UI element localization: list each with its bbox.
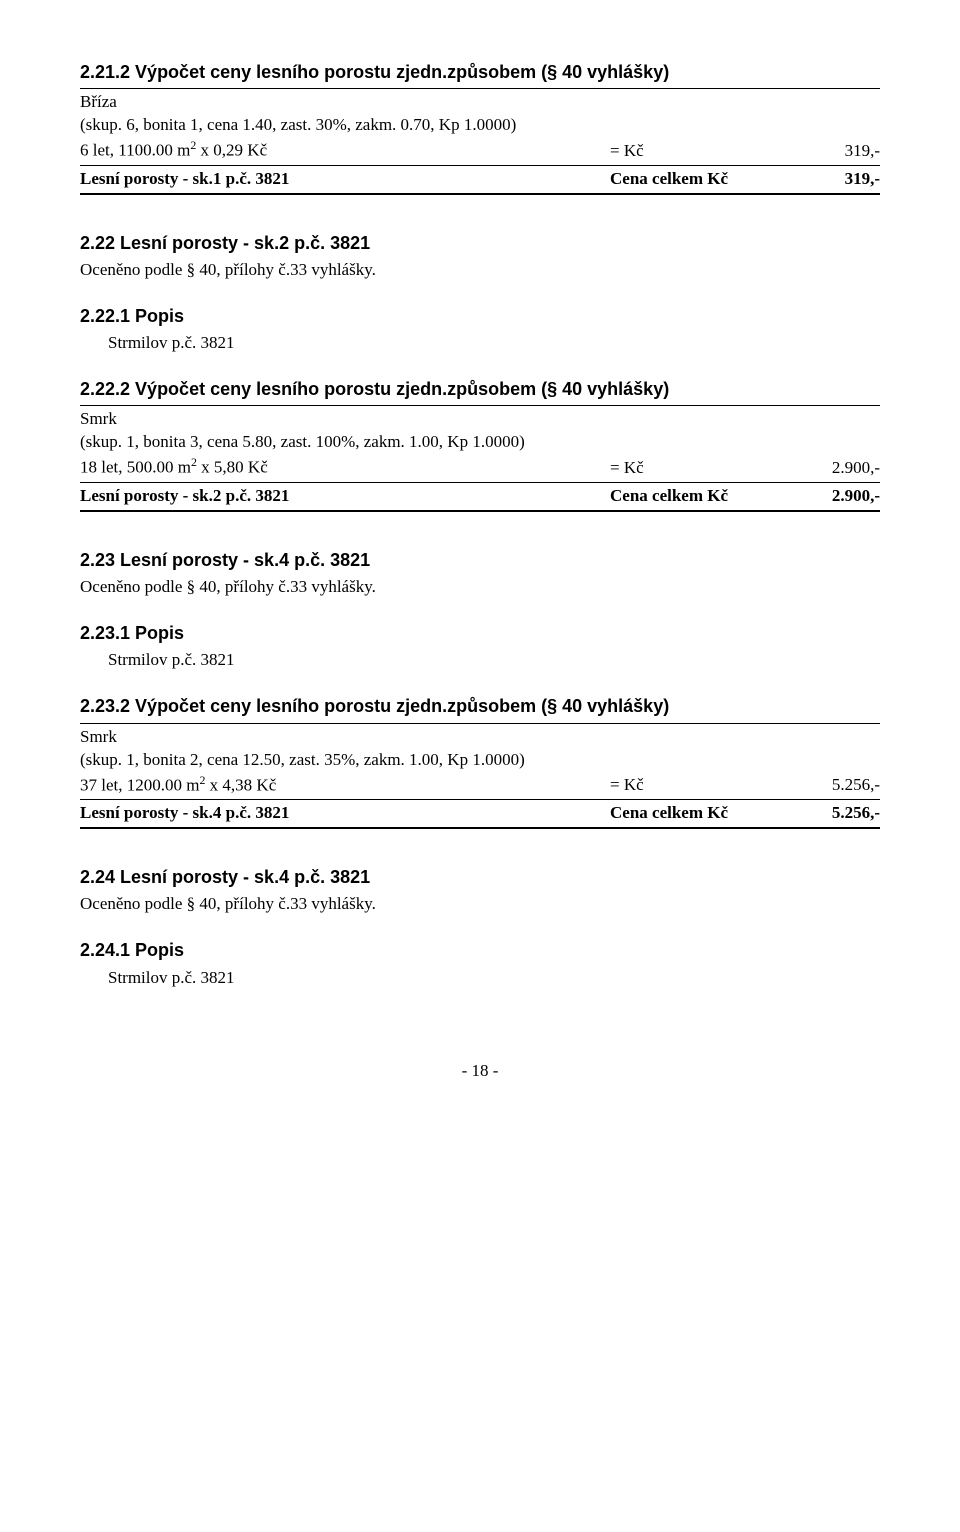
section-sub: Oceněno podle § 40, přílohy č.33 vyhlášk… xyxy=(80,259,880,282)
rule xyxy=(80,827,880,829)
calc-heading: 2.22.2 Výpočet ceny lesního porostu zjed… xyxy=(80,377,880,401)
total-mid: Cena celkem Kč xyxy=(610,802,780,825)
rule xyxy=(80,482,880,483)
total-val: 319,- xyxy=(780,168,880,191)
rule xyxy=(80,799,880,800)
calc-heading: 2.23.2 Výpočet ceny lesního porostu zjed… xyxy=(80,694,880,718)
rule xyxy=(80,510,880,512)
calc-eq: = Kč xyxy=(610,457,780,480)
section-heading: 2.23 Lesní porosty - sk.4 p.č. 3821 xyxy=(80,548,880,572)
rule xyxy=(80,405,880,406)
total-row: Lesní porosty - sk.2 p.č. 3821 Cena celk… xyxy=(80,485,880,508)
popis-text: Strmilov p.č. 3821 xyxy=(80,649,880,672)
popis-text: Strmilov p.č. 3821 xyxy=(80,967,880,990)
calc-val: 2.900,- xyxy=(780,457,880,480)
species: Smrk xyxy=(80,408,880,431)
popis-heading: 2.24.1 Popis xyxy=(80,938,880,962)
popis-text: Strmilov p.č. 3821 xyxy=(80,332,880,355)
calc-val: 319,- xyxy=(780,140,880,163)
total-left: Lesní porosty - sk.4 p.č. 3821 xyxy=(80,802,610,825)
total-row: Lesní porosty - sk.1 p.č. 3821 Cena celk… xyxy=(80,168,880,191)
section-heading: 2.24 Lesní porosty - sk.4 p.č. 3821 xyxy=(80,865,880,889)
calc-val: 5.256,- xyxy=(780,774,880,797)
calc-row: 37 let, 1200.00 m2 x 4,38 Kč = Kč 5.256,… xyxy=(80,772,880,798)
page-number: - 18 - xyxy=(80,1060,880,1083)
params: (skup. 1, bonita 2, cena 12.50, zast. 35… xyxy=(80,749,880,772)
params: (skup. 6, bonita 1, cena 1.40, zast. 30%… xyxy=(80,114,880,137)
total-val: 2.900,- xyxy=(780,485,880,508)
total-left: Lesní porosty - sk.2 p.č. 3821 xyxy=(80,485,610,508)
calc-row: 6 let, 1100.00 m2 x 0,29 Kč = Kč 319,- xyxy=(80,137,880,163)
rule xyxy=(80,723,880,724)
rule xyxy=(80,88,880,89)
section-sub: Oceněno podle § 40, přílohy č.33 vyhlášk… xyxy=(80,576,880,599)
calc-left: 37 let, 1200.00 m2 x 4,38 Kč xyxy=(80,772,610,798)
popis-heading: 2.22.1 Popis xyxy=(80,304,880,328)
total-mid: Cena celkem Kč xyxy=(610,168,780,191)
popis-heading: 2.23.1 Popis xyxy=(80,621,880,645)
calc-eq: = Kč xyxy=(610,774,780,797)
rule xyxy=(80,193,880,195)
calc-left: 6 let, 1100.00 m2 x 0,29 Kč xyxy=(80,137,610,163)
params: (skup. 1, bonita 3, cena 5.80, zast. 100… xyxy=(80,431,880,454)
calc-left: 18 let, 500.00 m2 x 5,80 Kč xyxy=(80,454,610,480)
calc-heading: 2.21.2 Výpočet ceny lesního porostu zjed… xyxy=(80,60,880,84)
species: Smrk xyxy=(80,726,880,749)
total-left: Lesní porosty - sk.1 p.č. 3821 xyxy=(80,168,610,191)
calc-row: 18 let, 500.00 m2 x 5,80 Kč = Kč 2.900,- xyxy=(80,454,880,480)
section-heading: 2.22 Lesní porosty - sk.2 p.č. 3821 xyxy=(80,231,880,255)
rule xyxy=(80,165,880,166)
section-sub: Oceněno podle § 40, přílohy č.33 vyhlášk… xyxy=(80,893,880,916)
total-val: 5.256,- xyxy=(780,802,880,825)
species: Bříza xyxy=(80,91,880,114)
calc-eq: = Kč xyxy=(610,140,780,163)
total-mid: Cena celkem Kč xyxy=(610,485,780,508)
total-row: Lesní porosty - sk.4 p.č. 3821 Cena celk… xyxy=(80,802,880,825)
